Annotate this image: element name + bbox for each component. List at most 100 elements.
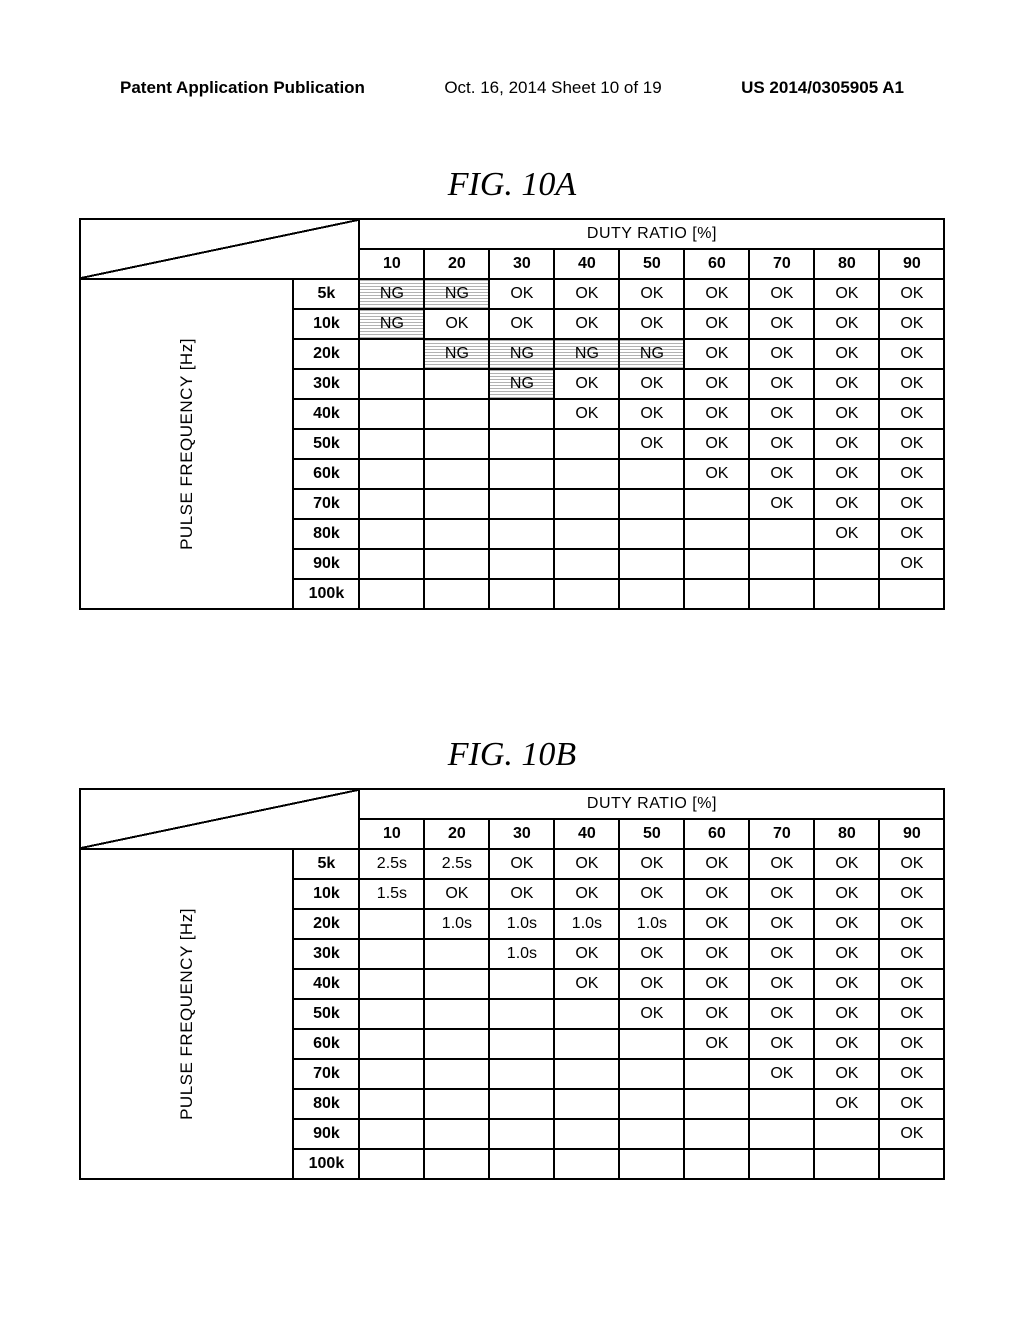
- data-cell: OK: [684, 339, 749, 369]
- data-cell: 1.0s: [619, 909, 684, 939]
- data-cell: OK: [554, 369, 619, 399]
- data-cell: NG: [424, 279, 489, 309]
- data-cell: [424, 969, 489, 999]
- duty-ratio-header: DUTY RATIO [%]: [359, 219, 944, 249]
- data-cell: [489, 549, 554, 579]
- data-cell: OK: [814, 279, 879, 309]
- data-cell: OK: [749, 369, 814, 399]
- data-cell: OK: [424, 879, 489, 909]
- yaxis-label-cell: PULSE FREQUENCY [Hz]: [80, 279, 294, 609]
- data-cell: OK: [879, 1089, 944, 1119]
- data-cell: OK: [554, 279, 619, 309]
- data-cell: OK: [814, 1089, 879, 1119]
- column-header: 80: [814, 819, 879, 849]
- column-header: 30: [489, 249, 554, 279]
- data-cell: OK: [554, 969, 619, 999]
- data-cell: [619, 1059, 684, 1089]
- data-cell: [554, 489, 619, 519]
- data-cell: OK: [814, 429, 879, 459]
- data-cell: [489, 969, 554, 999]
- data-cell: [489, 1119, 554, 1149]
- data-cell: 1.0s: [424, 909, 489, 939]
- data-cell: OK: [554, 849, 619, 879]
- data-cell: OK: [749, 339, 814, 369]
- data-cell: [619, 549, 684, 579]
- data-cell: OK: [749, 1029, 814, 1059]
- data-cell: OK: [814, 1029, 879, 1059]
- data-cell: OK: [814, 459, 879, 489]
- data-cell: OK: [879, 1119, 944, 1149]
- data-cell: OK: [749, 309, 814, 339]
- data-cell: [359, 1089, 424, 1119]
- header-left: Patent Application Publication: [120, 78, 365, 98]
- row-header: 90k: [293, 549, 359, 579]
- column-header: 20: [424, 249, 489, 279]
- data-cell: OK: [879, 309, 944, 339]
- data-cell: OK: [554, 879, 619, 909]
- data-cell: OK: [879, 549, 944, 579]
- data-cell: [749, 549, 814, 579]
- data-cell: OK: [814, 399, 879, 429]
- data-cell: [619, 459, 684, 489]
- data-cell: [359, 1119, 424, 1149]
- data-cell: [489, 429, 554, 459]
- data-cell: OK: [879, 909, 944, 939]
- row-header: 20k: [293, 909, 359, 939]
- yaxis-label-cell: PULSE FREQUENCY [Hz]: [80, 849, 294, 1179]
- data-cell: [554, 1059, 619, 1089]
- yaxis-label: PULSE FREQUENCY [Hz]: [177, 908, 197, 1120]
- row-header: 80k: [293, 1089, 359, 1119]
- data-cell: [359, 999, 424, 1029]
- row-header: 30k: [293, 939, 359, 969]
- data-cell: [359, 969, 424, 999]
- data-cell: [424, 1059, 489, 1089]
- data-cell: OK: [619, 369, 684, 399]
- row-header: 50k: [293, 999, 359, 1029]
- data-cell: [749, 1119, 814, 1149]
- data-cell: [359, 1149, 424, 1179]
- data-cell: OK: [684, 879, 749, 909]
- column-header: 10: [359, 819, 424, 849]
- row-header: 100k: [293, 1149, 359, 1179]
- table-row: DUTY RATIO [%]: [80, 219, 945, 249]
- column-header: 20: [424, 819, 489, 849]
- data-cell: [489, 999, 554, 1029]
- data-cell: OK: [879, 429, 944, 459]
- data-cell: [424, 579, 489, 609]
- column-header: 90: [879, 819, 944, 849]
- header-center: Oct. 16, 2014 Sheet 10 of 19: [444, 78, 661, 98]
- column-header: 30: [489, 819, 554, 849]
- data-cell: OK: [684, 939, 749, 969]
- data-cell: [684, 1149, 749, 1179]
- row-header: 90k: [293, 1119, 359, 1149]
- data-cell: OK: [749, 489, 814, 519]
- data-cell: [424, 999, 489, 1029]
- data-cell: [749, 519, 814, 549]
- data-cell: OK: [749, 969, 814, 999]
- data-cell: [554, 459, 619, 489]
- figure-a-title: FIG. 10A: [0, 166, 1024, 204]
- data-cell: OK: [749, 879, 814, 909]
- data-cell: [684, 1089, 749, 1119]
- row-header: 5k: [293, 279, 359, 309]
- data-cell: [619, 579, 684, 609]
- data-cell: OK: [814, 909, 879, 939]
- data-cell: OK: [554, 309, 619, 339]
- yaxis-label: PULSE FREQUENCY [Hz]: [177, 338, 197, 550]
- data-cell: [489, 1089, 554, 1119]
- data-cell: OK: [684, 909, 749, 939]
- column-header: 70: [749, 249, 814, 279]
- duty-ratio-header: DUTY RATIO [%]: [359, 789, 944, 819]
- data-cell: 2.5s: [424, 849, 489, 879]
- row-header: 10k: [293, 309, 359, 339]
- data-cell: [879, 1149, 944, 1179]
- column-header: 90: [879, 249, 944, 279]
- data-cell: [359, 399, 424, 429]
- data-cell: NG: [359, 309, 424, 339]
- data-cell: [489, 459, 554, 489]
- data-cell: OK: [814, 879, 879, 909]
- data-cell: [489, 1149, 554, 1179]
- data-cell: [619, 1119, 684, 1149]
- data-cell: NG: [554, 339, 619, 369]
- data-cell: [359, 1059, 424, 1089]
